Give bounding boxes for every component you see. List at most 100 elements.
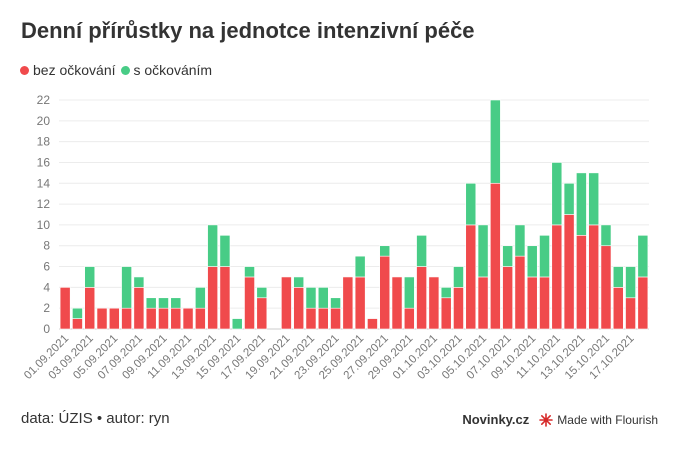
legend: bez očkování s očkováním bbox=[20, 62, 217, 78]
bar-segment-vaccinated[interactable] bbox=[490, 99, 501, 184]
bar-segment-vaccinated[interactable] bbox=[625, 266, 636, 299]
bar-segment-unvaccinated[interactable] bbox=[244, 276, 255, 330]
bar-segment-unvaccinated[interactable] bbox=[133, 287, 145, 330]
bar-segment-unvaccinated[interactable] bbox=[490, 182, 501, 330]
y-tick-label: 2 bbox=[43, 301, 50, 315]
bar-segment-unvaccinated[interactable] bbox=[158, 307, 169, 330]
bar-segment-unvaccinated[interactable] bbox=[72, 318, 83, 330]
bar-segment-unvaccinated[interactable] bbox=[281, 276, 292, 330]
bar-segment-vaccinated[interactable] bbox=[502, 245, 513, 267]
bar-segment-vaccinated[interactable] bbox=[612, 266, 624, 288]
bar-segment-vaccinated[interactable] bbox=[293, 276, 305, 288]
bar-segment-unvaccinated[interactable] bbox=[195, 307, 206, 330]
y-tick-label: 18 bbox=[37, 135, 51, 149]
bar-segment-vaccinated[interactable] bbox=[84, 266, 96, 288]
bar-segment-vaccinated[interactable] bbox=[317, 287, 329, 309]
bar-segment-vaccinated[interactable] bbox=[219, 235, 231, 267]
bar-segment-unvaccinated[interactable] bbox=[539, 276, 550, 330]
source-note: data: ÚZIS • autor: ryn bbox=[21, 410, 170, 427]
legend-label-unvaccinated: bez očkování bbox=[33, 62, 116, 78]
bar-segment-unvaccinated[interactable] bbox=[465, 224, 477, 330]
bar-segment-vaccinated[interactable] bbox=[440, 287, 452, 299]
bar-segment-unvaccinated[interactable] bbox=[477, 276, 489, 330]
bar-segment-unvaccinated[interactable] bbox=[182, 307, 194, 330]
bar-segment-unvaccinated[interactable] bbox=[600, 245, 612, 330]
bar-segment-unvaccinated[interactable] bbox=[293, 287, 305, 330]
bar-segment-unvaccinated[interactable] bbox=[59, 287, 71, 330]
bar-segment-vaccinated[interactable] bbox=[637, 235, 649, 278]
bar-segment-vaccinated[interactable] bbox=[588, 172, 600, 226]
bar-segment-unvaccinated[interactable] bbox=[502, 266, 513, 330]
bar-segment-unvaccinated[interactable] bbox=[416, 266, 427, 330]
bar-segment-unvaccinated[interactable] bbox=[354, 276, 366, 330]
bar-segment-vaccinated[interactable] bbox=[207, 224, 218, 267]
bar-segment-unvaccinated[interactable] bbox=[453, 287, 464, 330]
legend-item-unvaccinated[interactable]: bez očkování bbox=[20, 62, 116, 78]
bar-segment-unvaccinated[interactable] bbox=[526, 276, 538, 330]
bar-segment-vaccinated[interactable] bbox=[453, 266, 464, 288]
bar-segment-vaccinated[interactable] bbox=[256, 287, 268, 299]
bar-segment-unvaccinated[interactable] bbox=[145, 307, 157, 330]
bar-segment-unvaccinated[interactable] bbox=[84, 287, 96, 330]
bar-segment-vaccinated[interactable] bbox=[145, 297, 157, 309]
legend-item-vaccinated[interactable]: s očkováním bbox=[120, 62, 213, 78]
bar-segment-unvaccinated[interactable] bbox=[403, 307, 415, 330]
bar-segment-unvaccinated[interactable] bbox=[551, 224, 563, 330]
made-with-flourish-link[interactable]: Made with Flourish bbox=[557, 412, 658, 427]
bar-segment-unvaccinated[interactable] bbox=[612, 287, 624, 330]
bar-segment-vaccinated[interactable] bbox=[416, 235, 427, 267]
bar-segment-unvaccinated[interactable] bbox=[219, 266, 231, 330]
legend-label-vaccinated: s očkováním bbox=[133, 62, 213, 78]
bar-segment-unvaccinated[interactable] bbox=[96, 307, 108, 330]
bar-segment-unvaccinated[interactable] bbox=[207, 266, 218, 330]
bar-segment-vaccinated[interactable] bbox=[514, 224, 526, 257]
y-tick-label: 16 bbox=[37, 155, 51, 169]
bar-segment-vaccinated[interactable] bbox=[244, 266, 255, 278]
bar-segment-vaccinated[interactable] bbox=[600, 224, 612, 247]
bar-segment-unvaccinated[interactable] bbox=[379, 255, 391, 330]
bar-segment-unvaccinated[interactable] bbox=[514, 255, 526, 330]
bar-segment-unvaccinated[interactable] bbox=[563, 214, 575, 330]
y-tick-label: 14 bbox=[37, 176, 51, 190]
bar-segment-vaccinated[interactable] bbox=[539, 235, 550, 278]
bar-segment-unvaccinated[interactable] bbox=[367, 318, 378, 330]
bar-segment-unvaccinated[interactable] bbox=[256, 297, 268, 330]
bar-segment-unvaccinated[interactable] bbox=[121, 307, 132, 330]
bar-segment-unvaccinated[interactable] bbox=[342, 276, 354, 330]
bar-segment-unvaccinated[interactable] bbox=[428, 276, 440, 330]
bar-segment-vaccinated[interactable] bbox=[576, 172, 587, 236]
bar-segment-vaccinated[interactable] bbox=[465, 182, 477, 226]
bar-segment-unvaccinated[interactable] bbox=[625, 297, 636, 330]
bar-segment-unvaccinated[interactable] bbox=[108, 307, 120, 330]
bar-segment-vaccinated[interactable] bbox=[403, 276, 415, 309]
bar-segment-unvaccinated[interactable] bbox=[330, 307, 341, 330]
bar-segment-vaccinated[interactable] bbox=[231, 318, 243, 330]
bar-segment-vaccinated[interactable] bbox=[72, 307, 83, 319]
flourish-logo-icon bbox=[539, 412, 554, 427]
bar-segment-unvaccinated[interactable] bbox=[391, 276, 403, 330]
bar-segment-unvaccinated[interactable] bbox=[637, 276, 649, 330]
bar-segment-vaccinated[interactable] bbox=[354, 255, 366, 278]
bar-segment-vaccinated[interactable] bbox=[158, 297, 169, 309]
bar-segment-vaccinated[interactable] bbox=[563, 182, 575, 215]
bar-segment-vaccinated[interactable] bbox=[526, 245, 538, 278]
y-tick-label: 8 bbox=[43, 239, 50, 253]
legend-swatch-unvaccinated bbox=[20, 65, 29, 75]
bar-segment-vaccinated[interactable] bbox=[551, 162, 563, 226]
bar-segment-unvaccinated[interactable] bbox=[588, 224, 600, 330]
brand-logo-text[interactable]: Novinky.cz bbox=[462, 412, 530, 427]
bar-segment-vaccinated[interactable] bbox=[170, 297, 182, 309]
bar-segment-vaccinated[interactable] bbox=[379, 245, 391, 257]
y-tick-label: 10 bbox=[37, 218, 51, 232]
bar-segment-unvaccinated[interactable] bbox=[576, 235, 587, 330]
bar-segment-vaccinated[interactable] bbox=[305, 287, 317, 309]
bar-segment-vaccinated[interactable] bbox=[121, 266, 132, 309]
bar-segment-unvaccinated[interactable] bbox=[440, 297, 452, 330]
bar-segment-unvaccinated[interactable] bbox=[317, 307, 329, 330]
bar-segment-unvaccinated[interactable] bbox=[305, 307, 317, 330]
bar-segment-vaccinated[interactable] bbox=[133, 276, 145, 288]
bar-segment-vaccinated[interactable] bbox=[477, 224, 489, 278]
bar-segment-vaccinated[interactable] bbox=[195, 287, 206, 309]
bar-segment-unvaccinated[interactable] bbox=[170, 307, 182, 330]
bar-segment-vaccinated[interactable] bbox=[330, 297, 341, 309]
